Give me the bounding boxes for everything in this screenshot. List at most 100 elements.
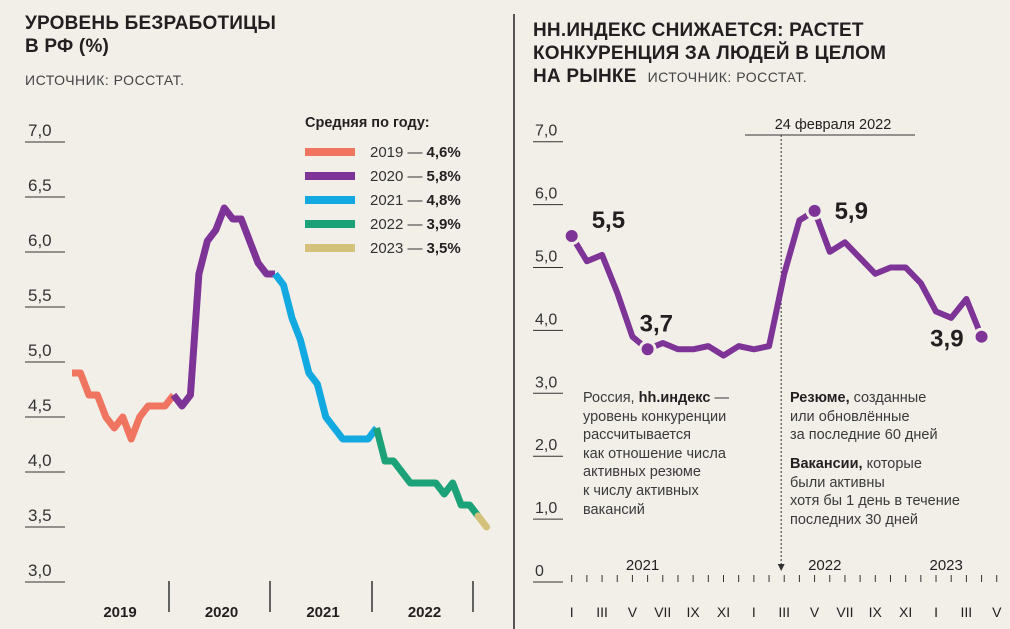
note-line: хотя бы 1 день в течение [790, 493, 960, 510]
month-label: V [628, 604, 638, 620]
year-label: 2022 [808, 557, 841, 574]
right-source: ИСТОЧНИК: РОССТАТ. [647, 69, 808, 85]
y-tick-label: 4,5 [28, 396, 52, 415]
legend-title: Средняя по году: [305, 115, 430, 131]
y-tick-label: 3,0 [28, 561, 52, 580]
x-tick-label: 2022 [408, 604, 441, 621]
y-tick-label: 6,0 [28, 231, 52, 250]
series-line-2019 [72, 369, 177, 443]
legend-item: 2020 —5,8% [305, 166, 461, 186]
note-line: активных резюме [583, 464, 701, 481]
month-label: VII [654, 604, 671, 620]
y-tick-label: 0 [535, 563, 544, 580]
note-line: как отношение числа [583, 445, 726, 462]
highlight-point [641, 343, 654, 356]
legend-item: 2021 —4,8% [305, 190, 461, 210]
legend-year: 2023 — [370, 239, 423, 257]
note-bold: hh.индекс [638, 390, 711, 406]
month-label: IX [687, 604, 701, 620]
note-resume: Резюме, созданные или обновлённые за пос… [790, 389, 938, 445]
note-line: вакансий [583, 501, 645, 518]
note-text: Россия, [583, 390, 639, 406]
note-line: к числу активных [583, 482, 699, 499]
legend-swatch [305, 220, 355, 228]
legend-value: 3,9% [426, 215, 461, 233]
legend-swatch [305, 172, 355, 180]
title-line: НА РЫНКЕ ИСТОЧНИК: РОССТАТ. [533, 65, 886, 89]
note-line: или обновлённые [790, 408, 910, 425]
note-text: которые [862, 456, 922, 472]
legend-item: 2019 —4,6% [305, 142, 461, 162]
legend-item: 2022 —3,9% [305, 214, 461, 234]
y-tick-label: 5,5 [28, 286, 52, 305]
note-line: рассчитывается [583, 427, 691, 444]
note-line: Резюме, созданные [790, 389, 938, 408]
y-tick-label: 4,0 [28, 451, 52, 470]
panel-divider [513, 14, 515, 629]
note-vacancies: Вакансии, которые были активны хотя бы 1… [790, 455, 960, 529]
legend-year: 2021 — [370, 191, 423, 209]
right-chart-title: НН.ИНДЕКС СНИЖАЕТСЯ: РАСТЕТ КОНКУРЕНЦИЯ … [533, 19, 886, 89]
y-tick-label: 1,0 [535, 500, 557, 517]
x-tick-label: 2020 [205, 604, 238, 621]
x-tick-label: 2019 [103, 604, 136, 621]
series-line-2022 [373, 427, 481, 519]
year-label: 2023 [930, 557, 963, 574]
y-tick-label: 3,0 [535, 374, 557, 391]
month-label: V [992, 604, 1002, 620]
year-label: 2021 [626, 557, 659, 574]
series-line-2021 [272, 271, 380, 443]
legend-value: 5,8% [426, 167, 461, 185]
month-label: III [778, 604, 790, 620]
month-label: I [570, 604, 574, 620]
y-tick-label: 5,0 [28, 341, 52, 360]
note-line: уровень конкуренции [583, 408, 727, 425]
x-tick-label: 2021 [306, 604, 339, 621]
note-text: созданные [849, 390, 927, 406]
legend-value: 3,5% [426, 239, 461, 257]
note-line: были активны [790, 474, 885, 491]
title-line: КОНКУРЕНЦИЯ ЗА ЛЮДЕЙ В ЦЕЛОМ [533, 43, 887, 64]
highlight-point [808, 204, 821, 217]
value-label: 3,7 [640, 310, 673, 337]
month-label: V [810, 604, 820, 620]
title-line: В РФ (%) [25, 36, 110, 57]
y-tick-label: 6,0 [535, 186, 557, 203]
left-chart-title: УРОВЕНЬ БЕЗРАБОТИЦЫ В РФ (%) [25, 12, 276, 58]
note-hh-index: Россия, hh.индекс — уровень конкуренции … [583, 389, 729, 519]
month-label: III [596, 604, 608, 620]
title-line: НН.ИНДЕКС СНИЖАЕТСЯ: РАСТЕТ [533, 20, 864, 41]
note-text: — [710, 390, 729, 406]
y-tick-label: 5,0 [535, 249, 557, 266]
month-label: I [752, 604, 756, 620]
y-tick-label: 3,5 [28, 506, 52, 525]
note-line: Вакансии, которые [790, 455, 960, 474]
legend-swatch [305, 196, 355, 204]
note-line: Россия, hh.индекс — [583, 389, 729, 408]
month-label: I [934, 604, 938, 620]
title-line: УРОВЕНЬ БЕЗРАБОТИЦЫ [25, 13, 277, 34]
value-label: 5,5 [592, 207, 625, 234]
event-label: 24 февраля 2022 [775, 117, 892, 133]
note-line: за последние 60 дней [790, 427, 938, 444]
legend-item: 2023 —3,5% [305, 238, 461, 258]
legend-swatch [305, 148, 355, 156]
note-bold: Вакансии, [790, 456, 863, 472]
note-line: последних 30 дней [790, 511, 919, 528]
y-tick-label: 6,5 [28, 176, 52, 195]
event-arrow-icon [777, 564, 785, 571]
title-line-text: НА РЫНКЕ [533, 66, 637, 87]
month-label: VII [836, 604, 853, 620]
series-line-2023 [474, 512, 491, 531]
value-label: 5,9 [835, 198, 868, 225]
highlight-point [565, 230, 578, 243]
value-label: 3,9 [930, 326, 963, 353]
legend-year: 2022 — [370, 215, 423, 233]
month-label: XI [717, 604, 730, 620]
legend-value: 4,6% [426, 143, 461, 161]
legend-year: 2019 — [370, 143, 423, 161]
legend-value: 4,8% [426, 191, 461, 209]
hh-index-line [569, 207, 985, 359]
series-line-2020 [170, 204, 276, 410]
